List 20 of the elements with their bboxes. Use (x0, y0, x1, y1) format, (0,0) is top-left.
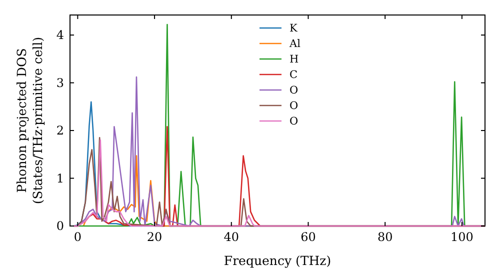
legend-label: K (290, 22, 298, 35)
x-tick-label: 40 (224, 230, 240, 244)
legend-label: Al (288, 38, 302, 50)
legend-label: O (290, 100, 298, 112)
y-tick-label: 3 (56, 76, 64, 90)
x-tick-label: 60 (300, 230, 316, 244)
legend-label: H (290, 54, 299, 66)
x-tick-label: 0 (74, 230, 82, 244)
y-tick-label: 1 (56, 171, 64, 186)
x-tick-label: 20 (146, 230, 162, 244)
y-axis-title: Phonon projected DOS (States/THz·primitive cell) (14, 36, 45, 204)
legend-label: O (290, 116, 298, 128)
x-tick-label: 100 (450, 230, 474, 244)
y-tick-label: 4 (56, 28, 64, 42)
x-axis-title: Frequency (THz) (224, 253, 332, 268)
y-tick-label: 0 (56, 219, 64, 234)
x-tick-label: 80 (377, 230, 393, 244)
y-tick-label: 2 (56, 124, 64, 138)
legend-label: O (290, 84, 298, 97)
legend-label: C (290, 69, 298, 82)
